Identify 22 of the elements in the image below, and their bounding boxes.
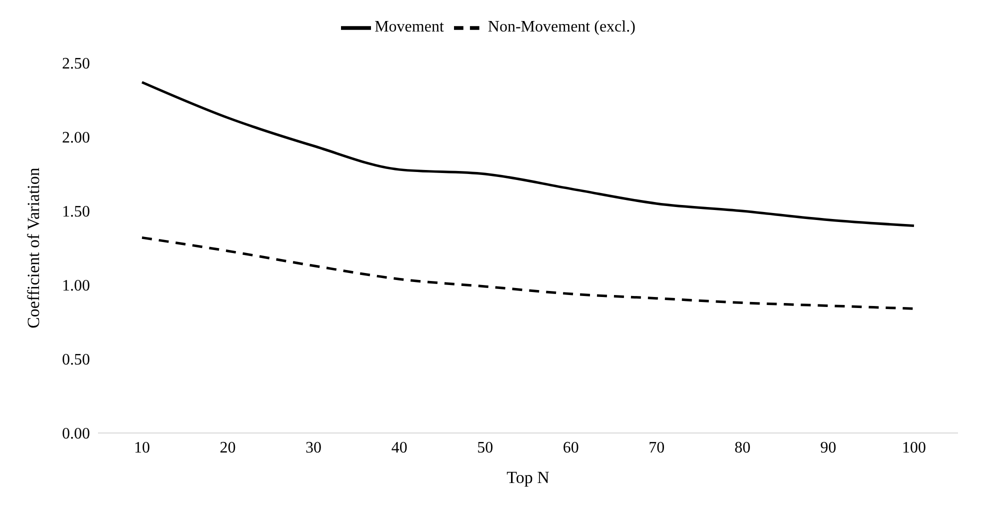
x-tick-label: 100 — [902, 439, 926, 456]
y-tick-label: 0.00 — [62, 426, 90, 443]
x-axis-title: Top N — [506, 468, 550, 487]
y-tick-label: 2.00 — [62, 130, 90, 147]
x-tick-label: 10 — [134, 439, 150, 456]
x-tick-label: 80 — [734, 439, 750, 456]
y-tick-label: 1.50 — [62, 204, 90, 221]
x-tick-label: 40 — [391, 439, 408, 456]
x-tick-label: 90 — [820, 439, 836, 456]
line-series — [140, 80, 916, 228]
x-tick-label: 20 — [220, 439, 236, 456]
x-tick-label: 70 — [648, 439, 665, 456]
legend-label: Non-Movement (excl.) — [488, 18, 636, 36]
y-axis-title: Coefficient of Variation — [24, 167, 44, 328]
legend-label: Movement — [374, 18, 444, 36]
x-tick-label: 30 — [306, 439, 322, 456]
x-tick-label: 60 — [562, 439, 579, 456]
y-tick-label: 1.00 — [62, 278, 90, 295]
x-tick-label: 50 — [477, 439, 494, 456]
y-tick-label: 2.50 — [62, 56, 90, 73]
y-tick-label: 0.50 — [62, 352, 90, 369]
line-series — [140, 236, 916, 310]
